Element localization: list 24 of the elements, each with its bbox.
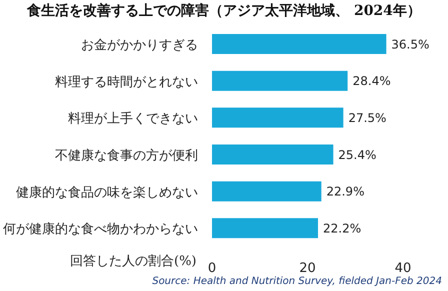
x-tick-label: 0: [208, 261, 216, 276]
data-label: 22.2%: [323, 221, 362, 236]
y-tick-label: 何が健康的な食べ物かわからない: [3, 222, 198, 238]
y-tick-label: 料理が上手くできない: [68, 112, 198, 127]
bar: [212, 70, 348, 91]
y-tick-label: 健康的な食品の味を楽しめない: [16, 185, 198, 200]
bar: [212, 144, 334, 164]
data-label: 25.4%: [338, 148, 376, 162]
bar: [212, 181, 322, 202]
y-tick-label: お金がかかりすぎる: [81, 38, 198, 54]
y-tick-label: 料理する時間がとれない: [55, 74, 198, 90]
bar: [212, 218, 318, 238]
data-label: 22.9%: [326, 184, 364, 199]
x-axis-title: 回答した人の割合(%): [70, 253, 196, 270]
data-label: 36.5%: [391, 37, 430, 52]
source-note: Source: Health and Nutrition Survey, fielded Jan-Feb 2024: [152, 276, 442, 287]
data-label: 28.4%: [352, 74, 391, 88]
data-label: 27.5%: [348, 110, 386, 125]
x-tick-label: 40: [394, 261, 412, 276]
bar: [212, 108, 344, 128]
y-tick-label: 不健康な食事の方が便利: [55, 148, 198, 164]
chart-title: 食生活を改善する上での障害（アジア太平洋地域、 2024年）: [26, 2, 422, 20]
bar: [212, 34, 386, 54]
x-tick-label: 20: [299, 261, 316, 276]
